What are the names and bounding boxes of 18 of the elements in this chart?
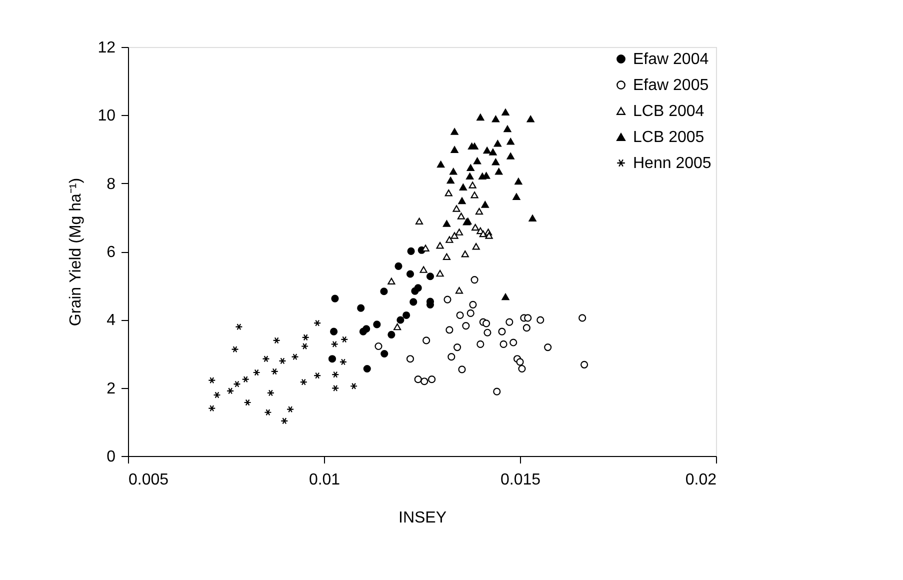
x-tick-label: 0.01 bbox=[308, 472, 340, 488]
legend-label: Henn 2005 bbox=[633, 155, 712, 172]
y-tick-label: 0 bbox=[106, 448, 116, 466]
legend-label: LCB 2004 bbox=[633, 103, 704, 120]
y-tick-label: 8 bbox=[106, 176, 116, 193]
legend-label: LCB 2005 bbox=[633, 129, 704, 146]
y-tick-label: 12 bbox=[98, 40, 116, 56]
legend-label: Efaw 2005 bbox=[633, 77, 709, 94]
y-tick-label: 4 bbox=[106, 312, 116, 330]
y-axis-title: Grain Yield (Mg ha⁻¹) bbox=[68, 178, 85, 326]
x-tick-label: 0.02 bbox=[685, 472, 717, 488]
x-tick-label: 0.015 bbox=[500, 472, 541, 488]
legend-label: Efaw 2004 bbox=[633, 51, 709, 68]
y-tick-label: 2 bbox=[106, 380, 116, 398]
y-tick-label: 10 bbox=[98, 108, 116, 125]
x-tick-label: 0.005 bbox=[128, 472, 169, 488]
x-axis-title: INSEY bbox=[398, 510, 447, 526]
y-tick-label: 6 bbox=[106, 244, 116, 261]
